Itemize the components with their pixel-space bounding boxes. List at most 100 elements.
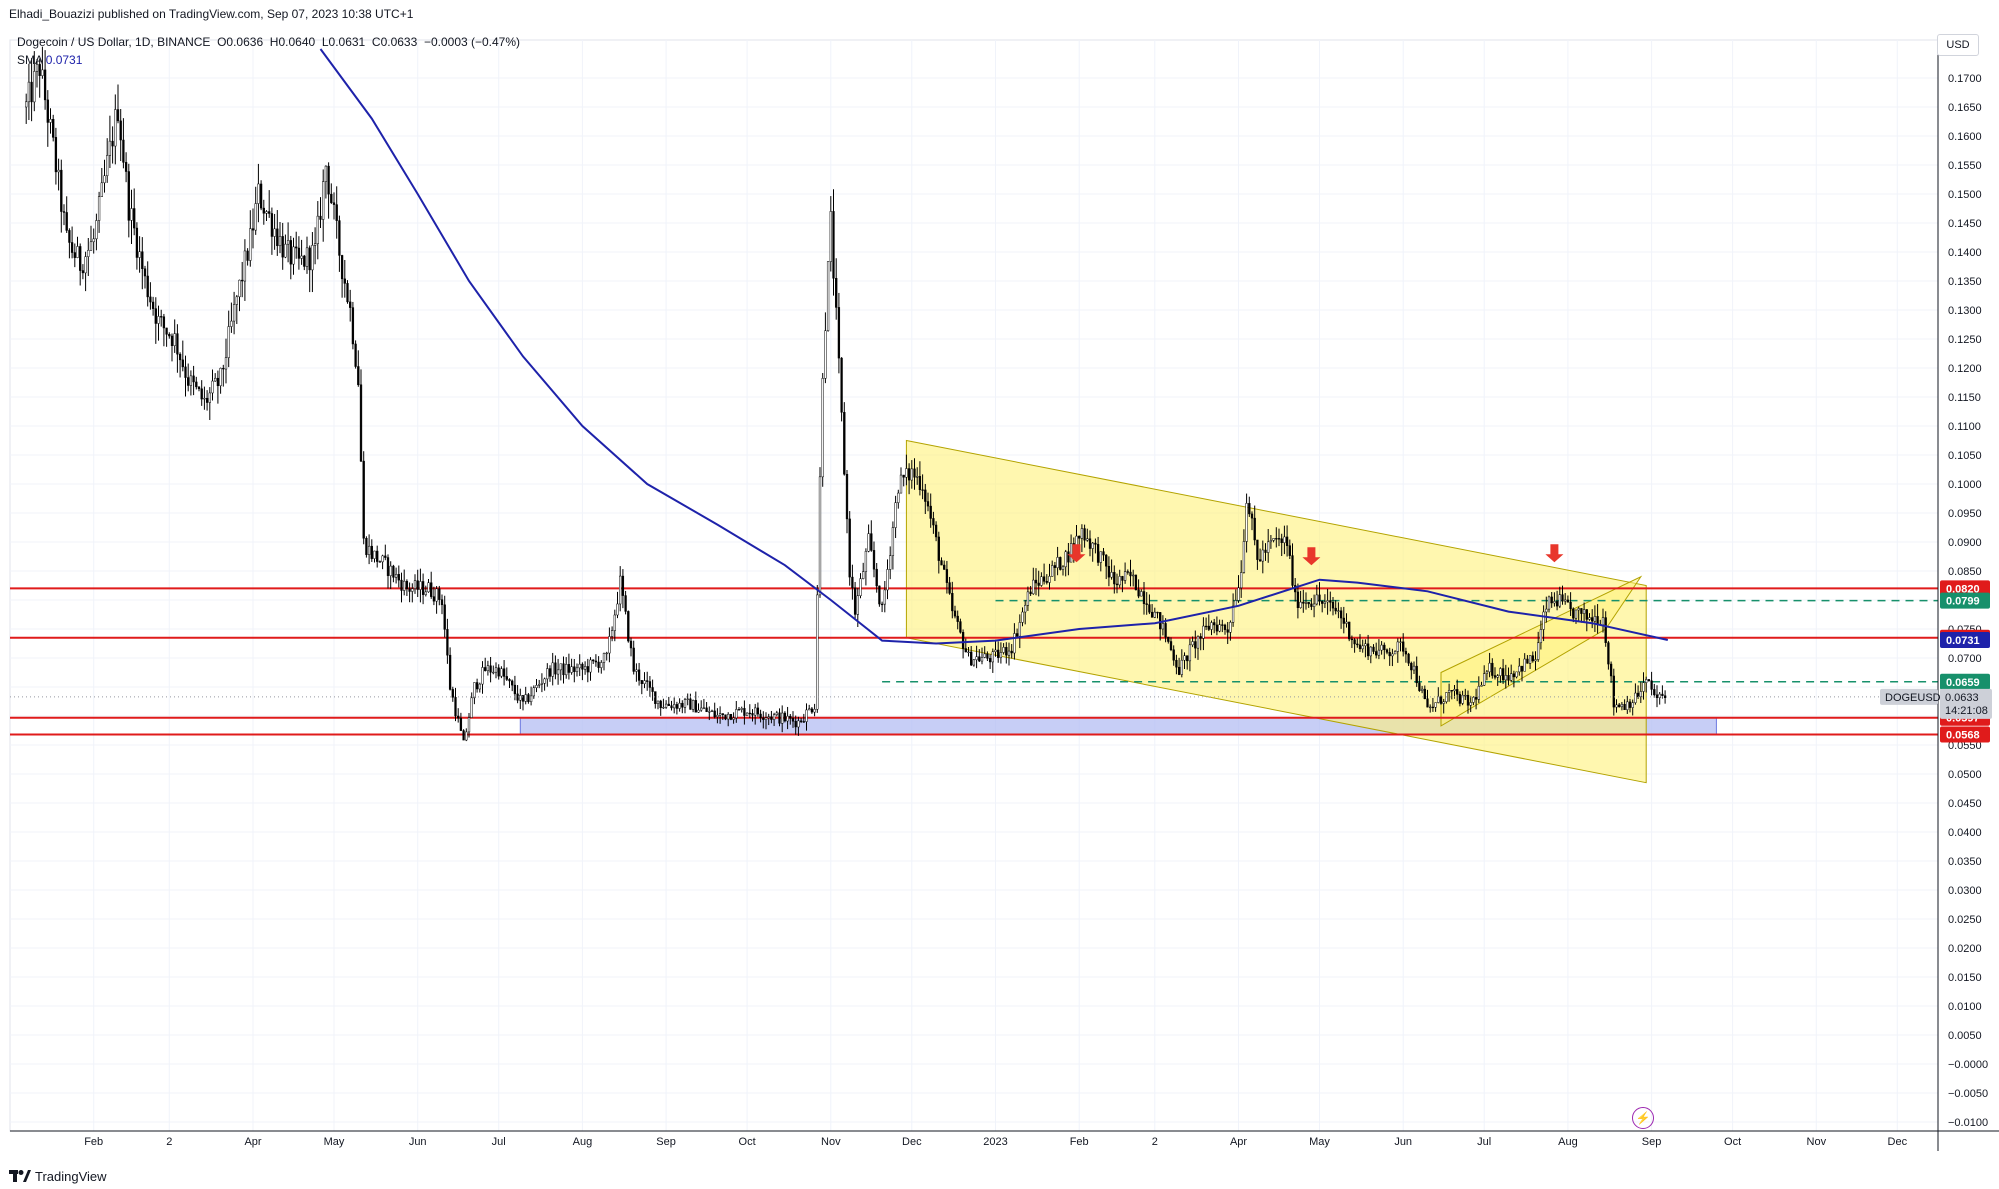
time-tick-label: 2023: [983, 1136, 1007, 1148]
candle-body: [1388, 652, 1391, 657]
candle-body: [1458, 694, 1462, 704]
candle-body: [538, 684, 541, 686]
candle-body: [1115, 583, 1119, 586]
candle-body: [837, 307, 841, 359]
ohlc-open-label: O: [217, 35, 227, 49]
price-tick-label: 0.1200: [1948, 363, 1982, 375]
candle-body: [79, 246, 82, 271]
candle-body: [1626, 701, 1629, 710]
time-tick-label: May: [1309, 1136, 1330, 1148]
candle-body: [1256, 539, 1259, 560]
candle-body: [899, 474, 903, 494]
candle-body: [438, 588, 441, 600]
candle-body: [816, 594, 819, 710]
candle-body: [1296, 591, 1300, 608]
candle-body: [1013, 633, 1016, 654]
lightning-icon[interactable]: ⚡: [1632, 1107, 1654, 1129]
candle-body: [481, 667, 484, 685]
candle-body: [1321, 601, 1324, 604]
candle-body: [1515, 671, 1518, 678]
time-tick-label: Apr: [244, 1136, 261, 1148]
grid-lines: [9, 39, 1939, 1132]
candle-body: [1002, 647, 1005, 653]
candle-body: [705, 707, 708, 713]
candle-body: [775, 712, 778, 715]
candle-body: [297, 247, 301, 259]
candle-body: [65, 212, 68, 231]
candle-body: [689, 698, 692, 710]
price-tick-label: 0.0850: [1948, 566, 1982, 578]
candle-body: [897, 492, 900, 503]
candle-body: [89, 241, 93, 251]
candle-body: [1080, 528, 1084, 539]
candle-body: [683, 699, 687, 708]
candle-body: [605, 652, 608, 655]
candle-body: [1056, 557, 1059, 568]
candle-body: [1485, 671, 1489, 674]
candle-body: [187, 377, 190, 386]
candle-body: [694, 700, 697, 713]
candle-body: [1302, 601, 1305, 604]
dashed-level-tag: 0.0659: [1946, 677, 1980, 689]
candle-body: [1396, 641, 1399, 652]
candle-body: [1636, 692, 1640, 698]
candle-body: [1628, 701, 1632, 708]
down-arrow-icon[interactable]: [1545, 544, 1564, 563]
ohlc-low-value: 0.0631: [328, 35, 366, 49]
candle-body: [948, 582, 951, 594]
candle-body: [1653, 689, 1656, 696]
candle-body: [791, 718, 795, 722]
candle-body: [435, 588, 438, 602]
candle-body: [1145, 603, 1148, 605]
candle-body: [157, 316, 160, 324]
candle-body: [1323, 601, 1327, 604]
candle-body: [1142, 591, 1146, 604]
candle-body: [1240, 572, 1243, 589]
candle-body: [1005, 647, 1008, 656]
down-arrow-icon[interactable]: [1067, 544, 1086, 563]
candle-body: [1210, 622, 1213, 630]
sma-legend[interactable]: SMA 0.0731: [17, 53, 82, 67]
candle-body: [430, 582, 433, 597]
candle-body: [1167, 636, 1170, 642]
candle-body: [1312, 603, 1316, 607]
candle-body: [278, 236, 282, 247]
candle-body: [1102, 551, 1105, 556]
candle-body: [413, 580, 417, 589]
dashed-level-tag-bg: [1940, 673, 1990, 690]
candle-body: [910, 468, 913, 481]
candle-body: [570, 666, 573, 673]
candle-body: [475, 682, 479, 690]
candle-body: [224, 357, 228, 370]
candle-body: [1520, 665, 1524, 672]
candle-body: [926, 501, 930, 507]
arrow-markers[interactable]: [1067, 544, 1564, 566]
candle-body: [678, 702, 681, 709]
candle-body: [600, 662, 603, 668]
time-tick-label: Nov: [1807, 1136, 1827, 1148]
candle-body: [1631, 702, 1634, 708]
candle-body: [1215, 624, 1219, 632]
candle-body: [133, 208, 136, 229]
time-tick-label: Sep: [656, 1136, 676, 1148]
tradingview-logo[interactable]: TradingView: [9, 1167, 107, 1185]
candle-body: [1609, 663, 1613, 677]
candle-body: [1045, 581, 1048, 583]
horizontal-levels[interactable]: [10, 587, 1938, 736]
candle-body: [1326, 600, 1329, 603]
candle-body: [859, 578, 862, 596]
candle-body: [505, 676, 508, 680]
candle-body: [122, 139, 125, 163]
candle-body: [1488, 662, 1491, 673]
candle-body: [143, 268, 147, 277]
candle-body: [670, 705, 673, 709]
currency-button[interactable]: USD: [1937, 34, 1979, 56]
candle-body: [1018, 622, 1021, 637]
candle-body: [1634, 692, 1637, 703]
down-arrow-icon[interactable]: [1302, 547, 1321, 566]
symbol-legend[interactable]: Dogecoin / US Dollar, 1D, BINANCE O0.063…: [17, 35, 520, 49]
candle-body: [708, 711, 711, 713]
last-price-value: 0.0633: [1945, 692, 1979, 704]
candle-body: [311, 245, 314, 271]
